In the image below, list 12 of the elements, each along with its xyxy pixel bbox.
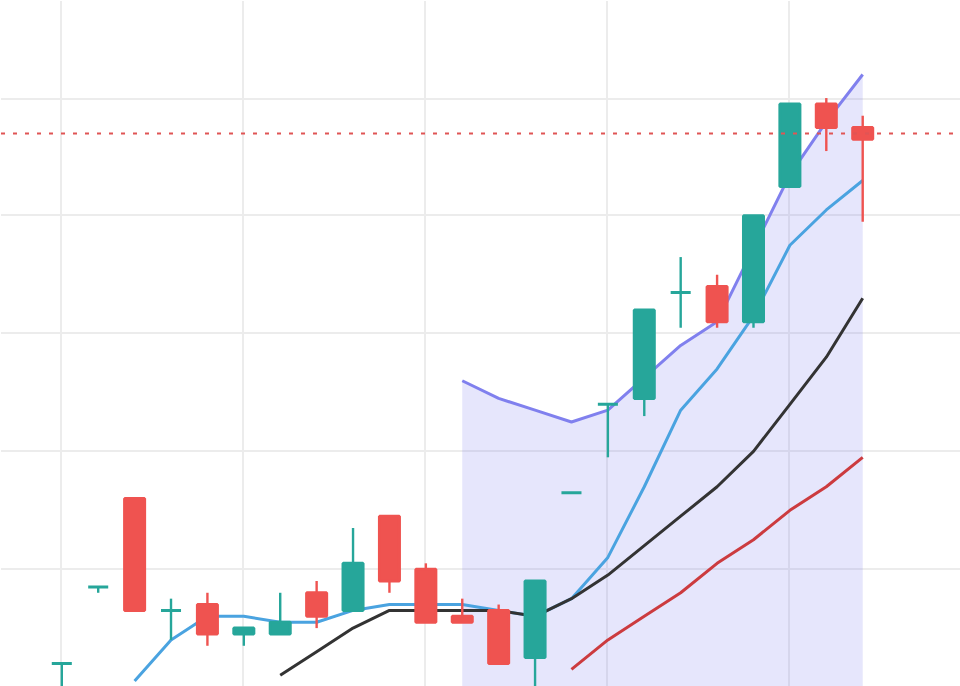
candlestick (669, 255, 693, 329)
candlestick (596, 402, 620, 459)
candlestick (268, 591, 292, 636)
candlestick (814, 96, 838, 153)
candlestick (851, 114, 875, 223)
candlestick (341, 526, 365, 612)
candlestick (195, 591, 219, 647)
candlestick (705, 273, 729, 329)
candlestick (159, 597, 183, 642)
candlestick (50, 661, 74, 686)
candlestick (305, 579, 329, 630)
candlestick (450, 597, 474, 624)
